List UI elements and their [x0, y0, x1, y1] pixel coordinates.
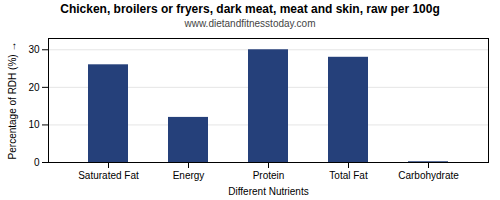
- svg-text:10: 10: [28, 119, 40, 130]
- svg-text:0: 0: [34, 157, 40, 168]
- svg-text:Energy: Energy: [173, 170, 205, 181]
- svg-text:Different Nutrients: Different Nutrients: [228, 186, 308, 197]
- svg-text:20: 20: [28, 82, 40, 93]
- svg-text:Carbohydrate: Carbohydrate: [398, 170, 459, 181]
- svg-text:Protein: Protein: [253, 170, 285, 181]
- svg-text:Total Fat: Total Fat: [329, 170, 368, 181]
- svg-text:Percentage of RDH (%) →: Percentage of RDH (%) →: [7, 42, 18, 160]
- html-text:www.dietandfitnesstoday.com: www.dietandfitnesstoday.com: [184, 18, 316, 29]
- svg-text:Saturated Fat: Saturated Fat: [78, 170, 139, 181]
- svg-text:30: 30: [28, 44, 40, 55]
- html-text:Chicken, broilers or fryers, d: Chicken, broilers or fryers, dark meat, …: [60, 2, 440, 16]
